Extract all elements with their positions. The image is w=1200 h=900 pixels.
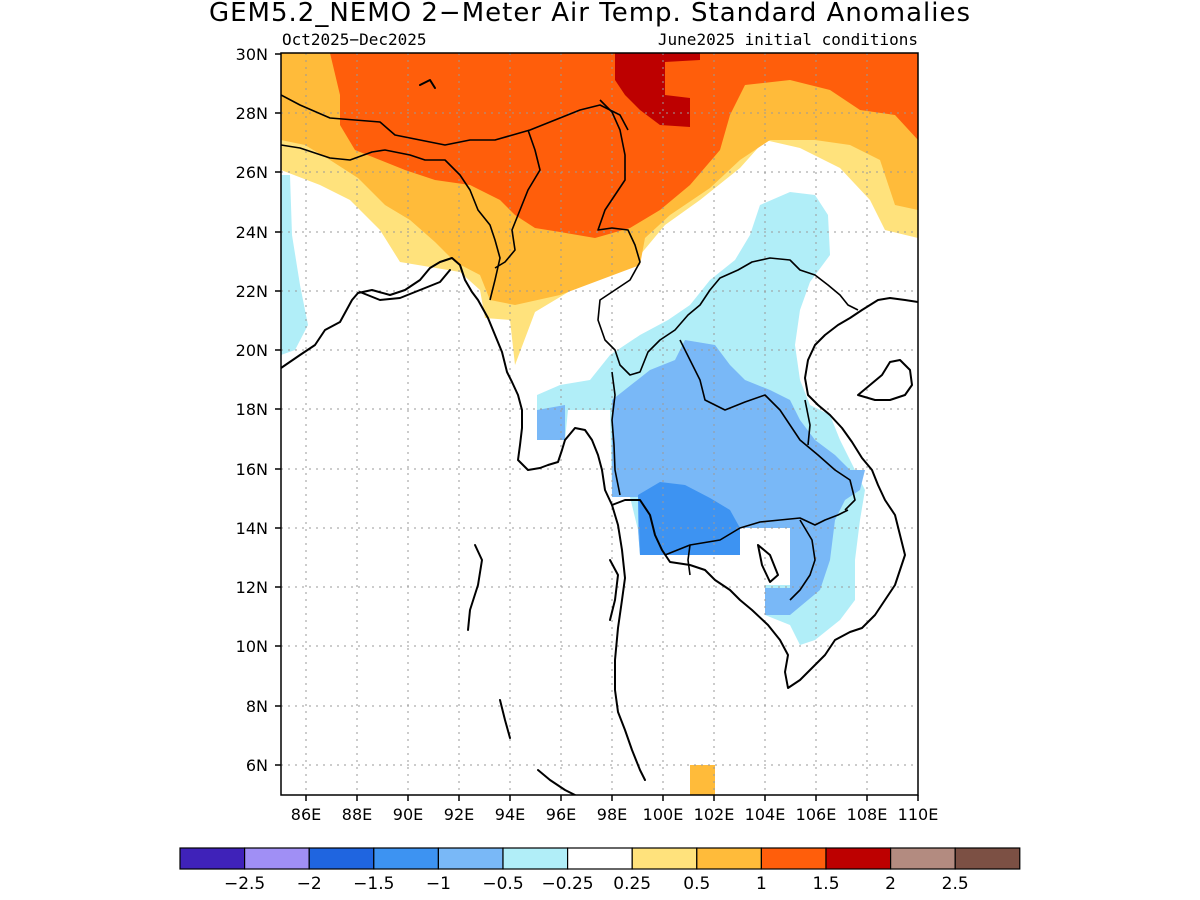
lon-label: 92E: [444, 805, 474, 824]
lon-label: 104E: [745, 805, 786, 824]
colorbar-swatch: [373, 847, 439, 870]
lat-label: 18N: [236, 400, 268, 419]
anomaly-region-warm-very-strong: [615, 53, 700, 127]
colorbar-swatch: [954, 847, 1021, 870]
lat-label: 20N: [236, 341, 268, 360]
colorbar-label: 1.5: [812, 874, 839, 894]
colorbar-swatch: [696, 847, 762, 870]
colorbar-label: −0.5: [482, 874, 523, 894]
colorbar-label: −0.25: [542, 874, 594, 894]
colorbar-label: 2.5: [942, 874, 969, 894]
colorbar-swatch: [889, 847, 956, 870]
lon-label: 96E: [546, 805, 576, 824]
lon-label: 110E: [898, 805, 939, 824]
colorbar-swatch: [566, 847, 633, 870]
colorbar-label: 1: [756, 874, 767, 894]
lat-label: 10N: [236, 637, 268, 656]
lat-label: 26N: [236, 163, 268, 182]
colorbar-swatch: [437, 847, 504, 870]
colorbar-label: −1.5: [353, 874, 394, 894]
anomaly-region-warm-strong: [330, 53, 918, 238]
colorbar-swatch: [631, 847, 698, 870]
lat-label: 24N: [236, 223, 268, 242]
longitude-labels: 86E 88E 90E 92E 94E 96E 98E 100E 102E 10…: [291, 805, 939, 824]
lon-label: 88E: [342, 805, 372, 824]
lon-label: 102E: [694, 805, 735, 824]
lat-label: 28N: [236, 104, 268, 123]
latitude-labels: 30N 28N 26N 24N 22N 20N 18N 16N 14N 12N …: [236, 45, 268, 775]
figure-title: GEM5.2_NEMO 2−Meter Air Temp. Standard A…: [209, 0, 971, 28]
colorbar-swatch: [244, 847, 310, 870]
lon-label: 86E: [291, 805, 321, 824]
lon-label: 98E: [597, 805, 627, 824]
map-frame: [280, 52, 919, 796]
colorbar-label: −1: [426, 874, 451, 894]
colorbar-label: 0.5: [683, 874, 710, 894]
colorbar: −2.5 −2 −1.5 −1 −0.5 −0.25 0.25 0.5 1 1.…: [179, 847, 1021, 894]
lat-label: 22N: [236, 282, 268, 301]
lat-label: 14N: [236, 519, 268, 538]
anomaly-field: [281, 53, 918, 795]
initial-conditions: June2025 initial conditions: [658, 30, 918, 49]
lon-label: 94E: [495, 805, 525, 824]
lat-label: 12N: [236, 578, 268, 597]
colorbar-label: −2: [297, 874, 322, 894]
lon-label: 108E: [847, 805, 888, 824]
colorbar-swatch: [179, 847, 246, 870]
colorbar-swatch: [308, 847, 375, 870]
anomaly-region-warm-south-patch: [690, 765, 715, 795]
lat-label: 8N: [246, 697, 268, 716]
lon-label: 90E: [393, 805, 423, 824]
lat-label: 16N: [236, 460, 268, 479]
colorbar-swatch: [825, 847, 892, 870]
lat-label: 6N: [246, 756, 268, 775]
lon-label: 100E: [643, 805, 684, 824]
axis-ticks: [275, 53, 919, 801]
coastlines: [281, 79, 918, 795]
forecast-period: Oct2025−Dec2025: [282, 30, 427, 49]
colorbar-swatch: [502, 847, 569, 870]
colorbar-swatch: [760, 847, 827, 870]
colorbar-label: 2: [885, 874, 896, 894]
colorbar-label: 0.25: [613, 874, 651, 894]
colorbar-label: −2.5: [224, 874, 265, 894]
lon-label: 106E: [796, 805, 837, 824]
lat-label: 30N: [236, 45, 268, 64]
country-borders: [281, 94, 859, 601]
